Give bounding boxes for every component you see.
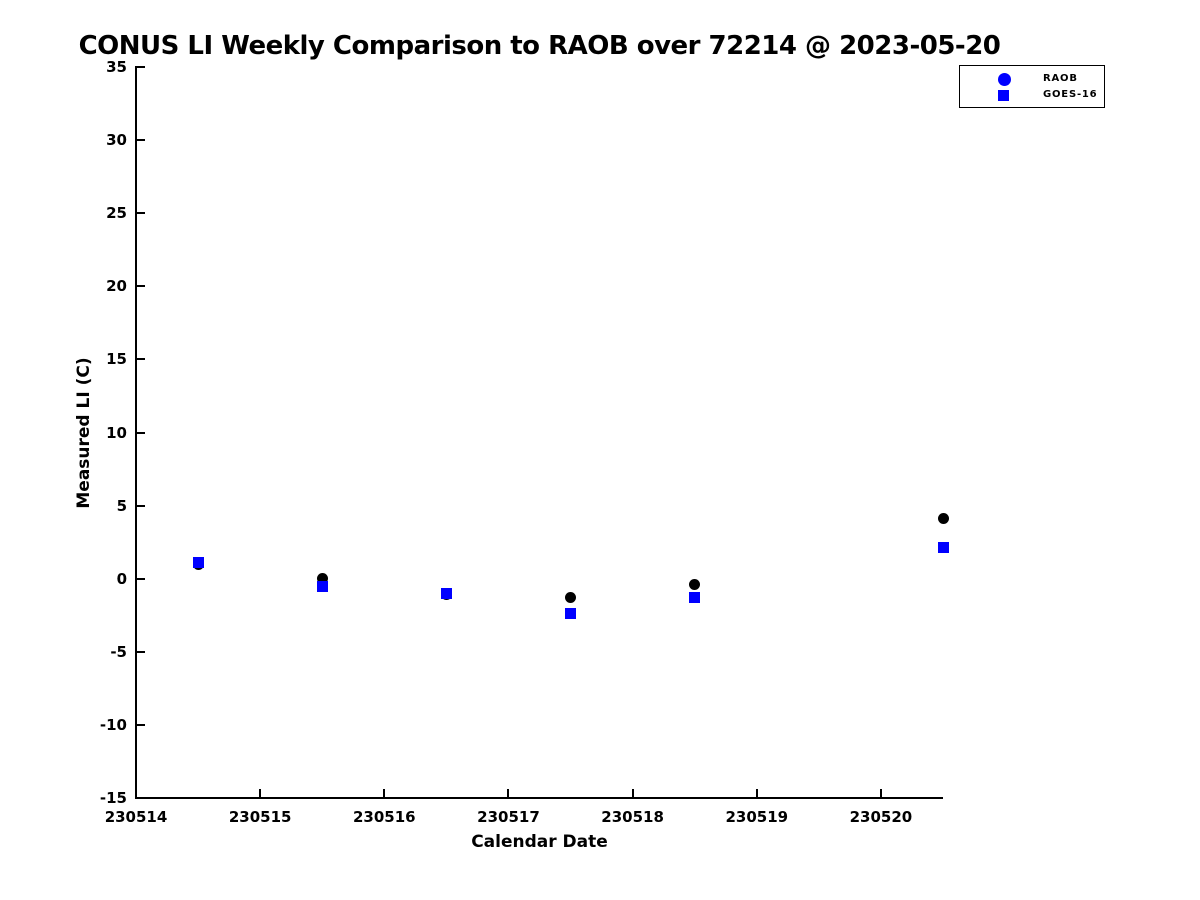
x-tick-label: 230517 xyxy=(477,808,540,826)
y-tick-mark xyxy=(137,577,145,580)
x-axis-label: Calendar Date xyxy=(471,832,608,852)
legend-label-goes-16: GOES-16 xyxy=(1043,89,1098,100)
data-point-goes-16 xyxy=(937,542,949,554)
y-tick-label: -5 xyxy=(110,642,127,661)
y-tick-label: 5 xyxy=(116,496,127,515)
y-tick-label: -10 xyxy=(99,715,127,734)
y-tick-label: 25 xyxy=(106,204,127,223)
data-point-raob xyxy=(565,592,577,604)
x-tick-label: 230516 xyxy=(352,808,416,826)
chart-title: CONUS LI Weekly Comparison to RAOB over … xyxy=(78,31,1001,61)
x-tick-label: 230514 xyxy=(104,808,168,826)
legend-marker-raob xyxy=(998,72,1011,86)
data-point-goes-16 xyxy=(440,587,452,599)
legend-marker-goes-16 xyxy=(998,89,1009,101)
data-point-goes-16 xyxy=(689,592,701,604)
data-point-raob xyxy=(689,579,701,591)
y-tick-mark xyxy=(137,285,145,288)
y-tick-mark xyxy=(137,139,145,142)
data-point-goes-16 xyxy=(192,557,204,569)
y-axis-label: Measured LI (C) xyxy=(74,357,94,509)
y-tick-mark xyxy=(137,650,145,653)
y-tick-mark xyxy=(137,212,145,215)
x-tick-label: 230518 xyxy=(601,808,664,826)
x-tick-mark xyxy=(755,789,758,797)
y-tick-label: 35 xyxy=(106,58,127,76)
x-tick-label: 230515 xyxy=(228,808,292,826)
data-point-raob xyxy=(316,573,328,585)
x-tick-mark xyxy=(879,789,882,797)
x-tick-label: 230519 xyxy=(725,808,789,826)
y-tick-mark xyxy=(137,504,145,507)
x-tick-mark xyxy=(383,789,386,797)
data-point-goes-16 xyxy=(565,608,577,620)
y-axis-spine xyxy=(135,66,137,799)
y-tick-label: 30 xyxy=(106,131,127,150)
y-tick-label: 0 xyxy=(116,569,127,588)
x-axis-spine xyxy=(135,797,943,799)
x-tick-mark xyxy=(631,789,634,797)
y-tick-mark xyxy=(137,358,145,361)
y-tick-mark xyxy=(137,797,145,799)
legend-label-raob: RAOB xyxy=(1043,73,1078,84)
x-tick-mark xyxy=(507,789,510,797)
y-tick-mark xyxy=(137,431,145,434)
y-tick-mark xyxy=(137,723,145,726)
y-tick-label: -15 xyxy=(99,789,127,807)
x-tick-mark xyxy=(259,789,262,797)
data-point-goes-16 xyxy=(316,580,328,592)
y-tick-mark xyxy=(137,66,145,68)
legend: RAOB GOES-16 xyxy=(959,65,1105,108)
y-tick-label: 10 xyxy=(106,423,127,442)
x-tick-label: 230520 xyxy=(849,808,913,826)
data-point-raob xyxy=(937,513,949,525)
y-tick-label: 20 xyxy=(106,277,127,296)
y-tick-label: 15 xyxy=(106,350,127,369)
